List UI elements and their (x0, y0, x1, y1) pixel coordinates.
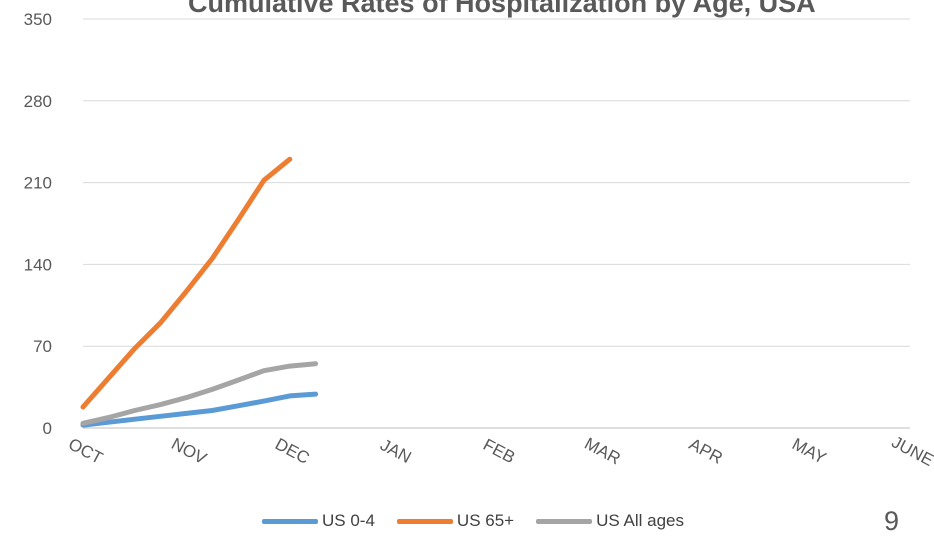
y-tick-label-210: 210 (24, 174, 52, 193)
series-line-us-0-4 (80, 391, 319, 428)
x-tick-label-jan: JAN (377, 435, 414, 467)
x-tick-label-dec: DEC (272, 434, 313, 468)
legend-swatch-us-65-plus (396, 518, 453, 524)
legend-item-us-65-plus: US 65+ (396, 511, 515, 531)
x-tick-label-apr: APR (686, 435, 726, 468)
legend-label-us-0-4: US 0-4 (322, 511, 375, 530)
series-line-us-all-ages (80, 361, 319, 426)
legend-swatch-us-0-4 (262, 518, 318, 524)
chart-title: Cumulative Rates of Hospitalization by A… (188, 0, 816, 18)
x-tick-label-oct: OCT (65, 434, 106, 468)
y-tick-label-0: 0 (43, 419, 52, 438)
x-tick-label-feb: FEB (480, 435, 518, 467)
legend-label-us-all-ages: US All ages (596, 511, 684, 530)
legend-label-us-65-plus: US 65+ (456, 511, 515, 530)
legend-item-us-all-ages: US All ages (536, 511, 684, 531)
y-tick-label-280: 280 (24, 92, 52, 111)
series-line-us-65- (80, 156, 293, 410)
legend: US 0-4 US 65+ US All ages (262, 511, 684, 531)
slide-number: 9 (884, 506, 900, 536)
x-tick-label-nov: NOV (168, 434, 210, 468)
x-tick-label-may: MAY (789, 434, 829, 467)
x-tick-label-mar: MAR (581, 434, 623, 469)
y-tick-label-350: 350 (24, 10, 52, 29)
y-tick-label-70: 70 (33, 337, 52, 356)
y-tick-label-140: 140 (24, 255, 52, 274)
legend-swatch-us-all-ages (536, 518, 593, 524)
x-tick-label-june: JUNE (889, 432, 934, 470)
legend-item-us-0-4: US 0-4 (262, 511, 375, 531)
